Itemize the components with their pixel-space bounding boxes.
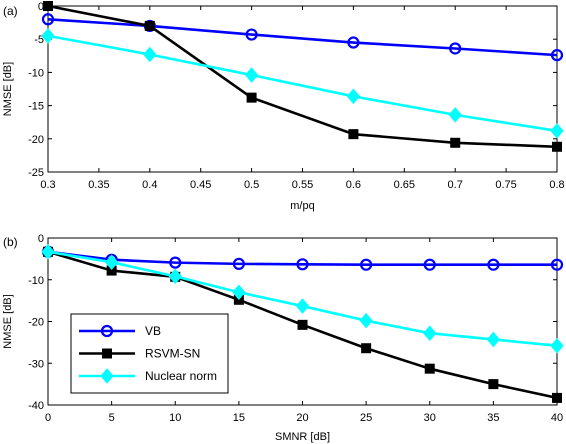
y-tick-label: -15 <box>28 101 44 113</box>
legend-swatch-marker <box>100 368 114 384</box>
data-point <box>550 337 564 354</box>
data-point <box>550 123 564 139</box>
y-tick-label: 0 <box>38 1 44 13</box>
x-tick-label: 30 <box>424 412 436 424</box>
x-tick-label: 0.35 <box>88 179 109 191</box>
x-axis-label: m/pq <box>290 200 314 212</box>
data-point <box>450 137 461 148</box>
data-point <box>487 258 500 271</box>
legend: VB RSVM-SN Nuclear norm <box>70 313 229 394</box>
data-point <box>552 141 562 152</box>
y-tick-label: -5 <box>34 34 44 46</box>
y-tick-label: -20 <box>28 134 44 146</box>
data-point <box>296 258 309 271</box>
data-point <box>346 88 361 105</box>
x-tick-label: 0.75 <box>495 179 516 191</box>
series-line <box>47 250 557 267</box>
y-axis-label: NMSE [dB] <box>2 62 14 116</box>
data-point <box>43 1 53 11</box>
x-tick-label: 0.4 <box>142 179 157 191</box>
x-tick-label: 35 <box>487 412 499 424</box>
data-point <box>449 42 462 55</box>
x-tick-label: 0.8 <box>549 179 564 191</box>
data-point <box>246 92 257 103</box>
legend-entry: VB <box>79 324 161 338</box>
x-tick-label: 0.3 <box>40 179 55 191</box>
series-rsvm-sn <box>43 1 562 152</box>
y-tick-label: -10 <box>28 67 44 79</box>
data-point <box>104 254 119 270</box>
data-point <box>550 258 564 271</box>
data-point <box>295 298 310 314</box>
data-point <box>424 363 435 374</box>
y-tick-label: 0 <box>38 233 44 245</box>
data-point <box>244 67 259 83</box>
data-point <box>144 20 155 31</box>
data-point <box>423 325 437 341</box>
x-tick-label: 15 <box>233 412 245 424</box>
x-tick-label: 5 <box>109 412 115 424</box>
x-tick-label: 10 <box>169 412 181 424</box>
data-point <box>232 257 245 270</box>
data-point <box>297 319 308 330</box>
data-point <box>348 129 359 140</box>
y-tick-label: -10 <box>28 275 44 287</box>
x-tick-label: 0.7 <box>448 179 463 191</box>
x-tick-label: 0.5 <box>244 179 259 191</box>
data-point <box>448 107 462 123</box>
data-point <box>360 258 373 271</box>
data-point <box>361 343 372 354</box>
series-nuclear-norm <box>41 28 564 139</box>
data-point <box>359 312 373 329</box>
series-nuclear-norm <box>41 244 564 354</box>
legend-label: Nuclear norm <box>145 369 217 383</box>
data-point <box>143 46 157 63</box>
data-point <box>347 36 360 49</box>
panel-label: (a) <box>3 4 18 18</box>
data-point <box>41 13 55 26</box>
chart-panel-a: 0.3 0.35 0.4 0.45 0.5 0.55 0.6 0.65 0.7 0.75 0.8 -2… <box>2 1 565 212</box>
y-tick-label: -20 <box>28 317 44 329</box>
x-tick-label: 0.55 <box>292 179 313 191</box>
legend-swatch-marker <box>102 348 112 359</box>
series-line <box>47 17 558 57</box>
chart-panel-b: 0 5 10 15 20 25 30 35 40 -40 -30 -20 -10 0 SMNR [dB] NM… <box>2 233 564 443</box>
data-point <box>41 28 55 44</box>
legend-swatch-marker <box>100 324 114 338</box>
x-tick-label: 25 <box>360 412 372 424</box>
data-point <box>245 28 258 41</box>
legend-entry: RSVM-SN <box>79 347 200 361</box>
data-point <box>488 379 499 390</box>
data-point <box>423 258 436 271</box>
legend-label: VB <box>145 324 161 338</box>
y-tick-label: -40 <box>28 400 44 412</box>
legend-entry: Nuclear norm <box>79 368 217 384</box>
data-point <box>168 268 182 285</box>
series-line <box>47 34 558 133</box>
series-vb <box>41 245 564 271</box>
data-point <box>169 256 182 269</box>
plot-area <box>47 5 558 173</box>
series-line <box>47 4 558 149</box>
panel-label: (b) <box>3 235 18 249</box>
x-tick-label: 0.6 <box>346 179 361 191</box>
data-point <box>232 284 246 301</box>
legend-label: RSVM-SN <box>145 347 200 361</box>
x-axis-label: SMNR [dB] <box>275 431 330 443</box>
x-tick-label: 0.65 <box>394 179 415 191</box>
data-point <box>41 244 55 260</box>
y-tick-label: -30 <box>28 358 44 370</box>
data-point <box>552 392 562 403</box>
x-tick-label: 0.45 <box>190 179 211 191</box>
y-axis-label: NMSE [dB] <box>2 294 14 348</box>
x-tick-label: 20 <box>296 412 308 424</box>
data-point <box>550 49 564 62</box>
data-point <box>486 331 501 348</box>
y-tick-label: -25 <box>28 167 44 179</box>
x-tick-label: 40 <box>551 412 563 424</box>
x-tick-label: 0 <box>45 412 51 424</box>
